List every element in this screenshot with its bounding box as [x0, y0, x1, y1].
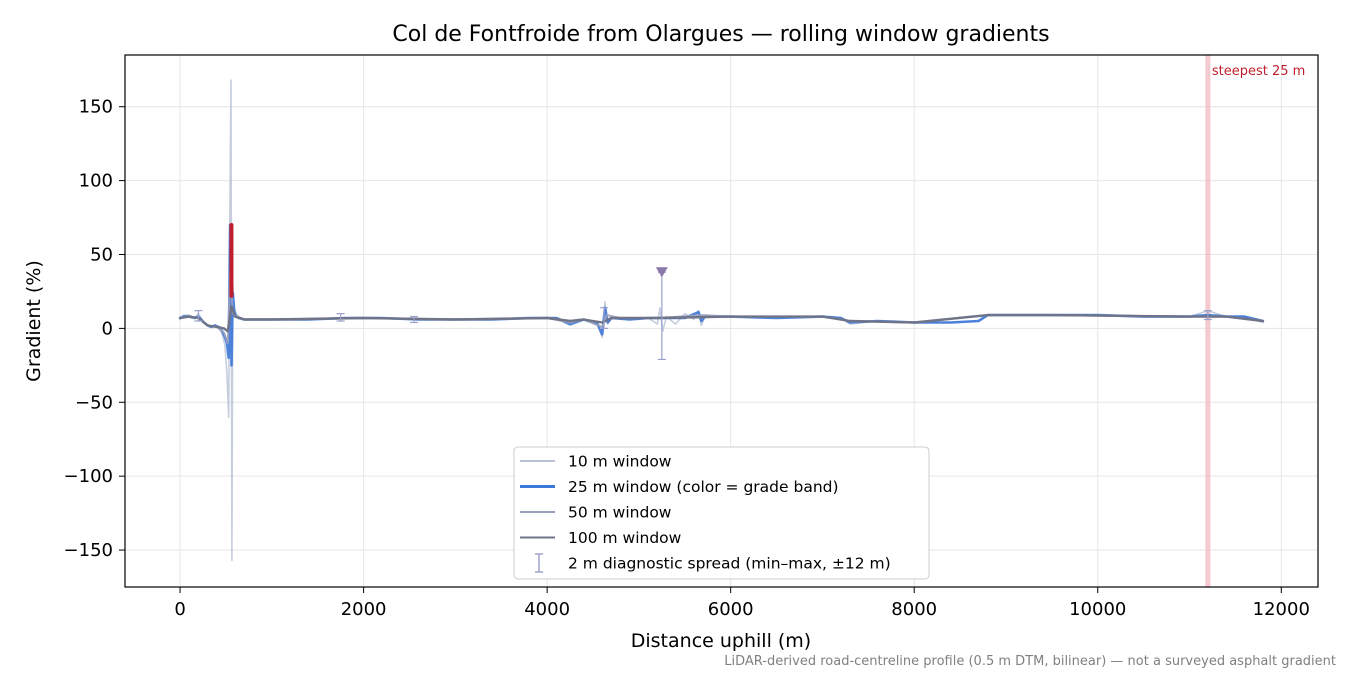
legend-label: 100 m window — [568, 529, 682, 547]
legend-label: 25 m window (color = grade band) — [568, 478, 839, 496]
x-tick-label: 10000 — [1069, 599, 1126, 620]
chart-title: Col de Fontfroide from Olargues — rollin… — [392, 22, 1049, 47]
legend: 10 m window 25 m window (color = grade ba… — [513, 446, 930, 580]
x-tick-label: 2000 — [341, 599, 387, 620]
spread-peak-marker — [655, 267, 668, 278]
footnote: LiDAR-derived road-centreline profile (0… — [724, 654, 1336, 669]
plot-layer — [178, 79, 1265, 562]
x-tick-label: 6000 — [708, 599, 754, 620]
tick-layer: 0 2000 4000 6000 8000 10000 12000 150 100 50 0 −50 −… — [64, 97, 1310, 620]
y-axis-label: Gradient (%) — [23, 260, 45, 382]
y-tick-label: 100 — [79, 171, 113, 192]
steepest-25m-label: steepest 25 m — [1212, 64, 1305, 79]
y-tick-label: −150 — [64, 540, 113, 561]
x-axis-label: Distance uphill (m) — [631, 630, 811, 652]
legend-label: 50 m window — [568, 504, 672, 522]
x-tick-label: 8000 — [891, 599, 937, 620]
legend-box — [513, 446, 930, 580]
y-tick-label: −50 — [75, 392, 113, 413]
y-tick-label: 50 — [90, 245, 113, 266]
steepest-band-layer: steepest 25 m — [1205, 55, 1305, 587]
steepest-25m-band — [1205, 55, 1211, 587]
x-tick-label: 12000 — [1253, 599, 1310, 620]
plot-frame — [124, 54, 1319, 588]
series-100m-window — [178, 305, 1265, 333]
legend-label: 10 m window — [568, 453, 672, 471]
x-tick-label: 0 — [174, 599, 185, 620]
legend-label: 2 m diagnostic spread (min–max, ±12 m) — [568, 555, 891, 573]
x-tick-label: 4000 — [524, 599, 570, 620]
y-tick-label: 0 — [102, 318, 113, 339]
y-tick-label: 150 — [79, 97, 113, 118]
y-tick-label: −100 — [64, 466, 113, 487]
